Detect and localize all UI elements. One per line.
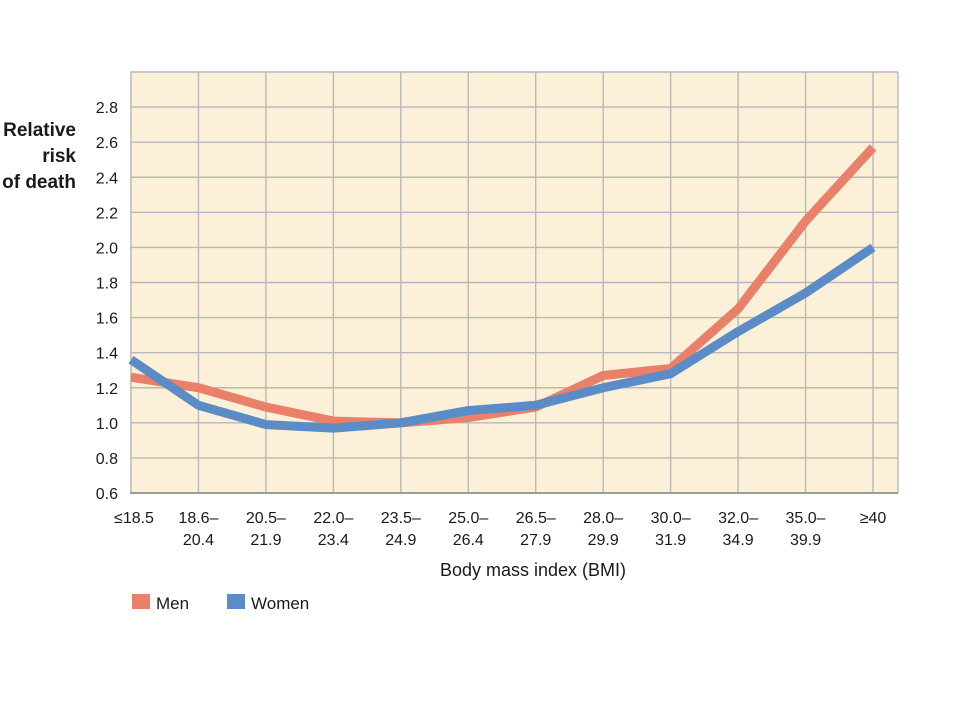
x-tick-label-line: 23.4 [318,532,349,549]
x-tick-label-line: 25.0– [448,510,488,527]
y-tick-label: 2.6 [96,135,118,152]
x-tick-label: 22.0– 23.4 [313,510,353,549]
legend: Men Women [132,594,309,613]
x-tick-label-line: 23.5– [381,510,421,527]
x-tick-label-line: ≥40 [860,510,887,527]
x-tick-label: 23.5– 24.9 [381,510,421,549]
y-tick-label: 0.6 [96,486,118,503]
y-tick-label: 1.4 [96,346,118,363]
x-tick-label: 28.0– 29.9 [583,510,623,549]
y-tick-label: 2.0 [96,240,118,257]
x-tick-label: 18.6– 20.4 [178,510,218,549]
series-line-women [128,243,876,433]
x-tick-label: 30.0– 31.9 [651,510,691,549]
y-axis-label: Relative risk of death [2,120,76,193]
y-tick-label: 2.4 [96,170,118,187]
y-tick-labels: 0.6 0.8 1.0 1.2 1.4 1.6 1.8 2.0 2.2 2.4 2.6 2.8 [96,100,118,503]
y-tick-label: 1.8 [96,276,118,293]
x-tick-label-line: 39.9 [790,532,821,549]
x-tick-label-line: 34.9 [723,532,754,549]
y-axis-label-line-2: risk [42,146,76,167]
x-tick-label-line: ≤18.5 [114,510,154,527]
x-tick-label-line: 35.0– [786,510,826,527]
legend-swatch-men [132,594,150,609]
legend-swatch-women [227,594,245,609]
x-tick-label-line: 31.9 [655,532,686,549]
y-axis-label-line-3: of death [2,172,76,193]
y-tick-label: 2.8 [96,100,118,117]
x-tick-label: 25.0– 26.4 [448,510,488,549]
x-tick-label-line: 32.0– [718,510,758,527]
y-tick-label: 0.8 [96,451,118,468]
x-tick-label-line: 20.4 [183,532,214,549]
series-lines [128,144,877,433]
y-axis-label-line-1: Relative [3,120,76,141]
x-tick-label: ≤18.5 [114,510,154,527]
x-tick-label: 32.0– 34.9 [718,510,758,549]
x-tick-label: ≥40 [860,510,887,527]
x-tick-label-line: 24.9 [385,532,416,549]
x-tick-label: 35.0– 39.9 [786,510,826,549]
x-tick-label: 20.5– 21.9 [246,510,286,549]
x-tick-label-line: 22.0– [313,510,353,527]
x-tick-label-line: 18.6– [178,510,218,527]
x-tick-label-line: 26.4 [453,532,484,549]
legend-label-women: Women [251,594,309,613]
x-tick-labels: ≤18.5 18.6– 20.4 20.5– 21.9 22.0– 23.4 23.5– 24.… [114,510,886,549]
x-axis-label: Body mass index (BMI) [440,560,626,580]
y-tick-label: 2.2 [96,205,118,222]
x-tick-label-line: 26.5– [516,510,556,527]
x-tick-label-line: 30.0– [651,510,691,527]
x-tick-label-line: 21.9 [250,532,281,549]
x-tick-label-line: 28.0– [583,510,623,527]
x-tick-label-line: 29.9 [588,532,619,549]
x-tick-label-line: 20.5– [246,510,286,527]
legend-label-men: Men [156,594,189,613]
y-tick-label: 1.6 [96,311,118,328]
y-tick-label: 1.0 [96,416,118,433]
x-tick-label-line: 27.9 [520,532,551,549]
x-tick-label: 26.5– 27.9 [516,510,556,549]
y-tick-label: 1.2 [96,381,118,398]
